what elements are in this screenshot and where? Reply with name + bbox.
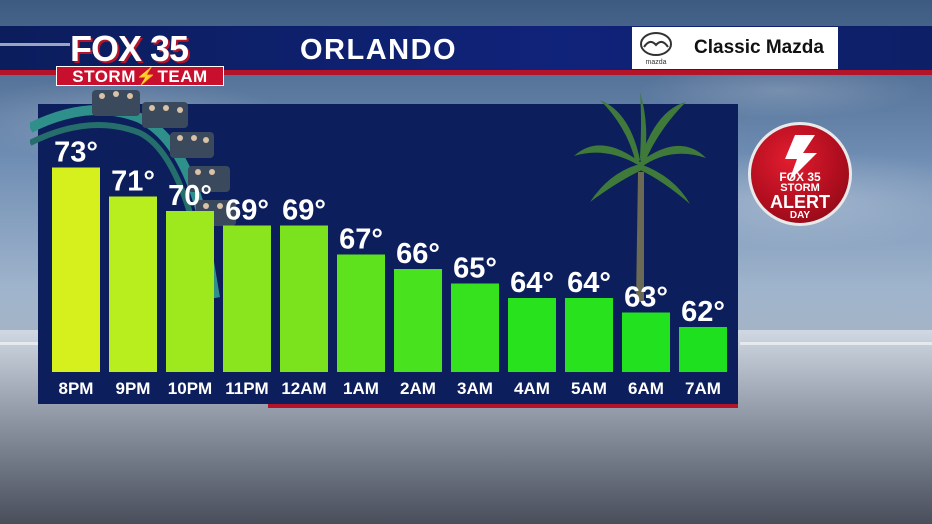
- lightning-bolt-icon: [785, 135, 817, 181]
- badge-storm-text: STORM: [780, 182, 820, 194]
- station-logo: FOX 35 STORM⚡TEAM: [56, 28, 226, 86]
- bar-6am: [622, 312, 670, 372]
- category-label-1am: 1AM: [343, 379, 379, 398]
- category-label-12am: 12AM: [281, 379, 326, 398]
- value-label-12am: 69°: [282, 195, 326, 227]
- category-label-10pm: 10PM: [168, 379, 212, 398]
- badge-day-text: DAY: [789, 210, 811, 221]
- bar-8pm: [52, 167, 100, 372]
- bar-5am: [565, 298, 613, 372]
- city-title: ORLANDO: [300, 34, 458, 66]
- value-label-3am: 65°: [453, 253, 497, 285]
- category-label-6am: 6AM: [628, 379, 664, 398]
- value-label-2am: 66°: [396, 238, 440, 270]
- badge-fox-text: FOX 35: [779, 170, 821, 184]
- chart-reflection: 73°8PM71°9PM70°10PM69°11PM69°12AM67°1AM6…: [38, 440, 738, 524]
- category-label-4am: 4AM: [514, 379, 550, 398]
- palm-tree-image: [574, 92, 706, 302]
- bar-3am: [451, 283, 499, 372]
- bar-9pm: [109, 196, 157, 372]
- badge-alert-text: ALERT: [770, 192, 830, 212]
- bar-4am: [508, 298, 556, 372]
- bar-11pm: [223, 225, 271, 372]
- sponsor-sub-text: mazda: [645, 59, 666, 66]
- value-label-1am: 67°: [339, 224, 383, 256]
- logo-team-text: STORM⚡TEAM: [56, 66, 224, 86]
- value-label-4am: 64°: [510, 267, 554, 299]
- bar-7am: [679, 327, 727, 372]
- sponsor-name: Classic Mazda: [694, 37, 824, 58]
- bar-2am: [394, 269, 442, 372]
- value-label-5am: 64°: [567, 267, 611, 299]
- chart-red-underline: [268, 404, 738, 408]
- value-label-6am: 63°: [624, 282, 668, 314]
- value-label-9pm: 71°: [111, 166, 155, 198]
- value-label-8pm: 73°: [54, 137, 98, 169]
- value-label-7am: 62°: [681, 296, 725, 328]
- value-label-10pm: 70°: [168, 180, 212, 212]
- category-label-11pm: 11PM: [225, 379, 268, 398]
- bar-1am: [337, 254, 385, 372]
- storm-alert-day-badge: FOX 35 STORM ALERT DAY: [748, 122, 852, 226]
- logo-main-text: FOX 35: [70, 28, 189, 69]
- category-label-2am: 2AM: [400, 379, 436, 398]
- mazda-logo-icon: mazda: [640, 32, 672, 66]
- category-label-3am: 3AM: [457, 379, 493, 398]
- header-accent-line: [0, 43, 70, 46]
- temperature-bar-chart: 73° 8PM 71° 9PM 70° 10PM 69° 11PM 69° 12AM 67° 1AM 6…: [52, 137, 727, 398]
- category-label-7am: 7AM: [685, 379, 721, 398]
- category-label-5am: 5AM: [571, 379, 607, 398]
- header-red-stripe: [0, 70, 932, 75]
- bar-10pm: [166, 211, 214, 372]
- bar-12am: [280, 225, 328, 372]
- value-label-11pm: 69°: [225, 195, 269, 227]
- sponsor-box: mazda Classic Mazda: [632, 27, 838, 69]
- category-label-9pm: 9PM: [116, 379, 151, 398]
- category-label-8pm: 8PM: [59, 379, 94, 398]
